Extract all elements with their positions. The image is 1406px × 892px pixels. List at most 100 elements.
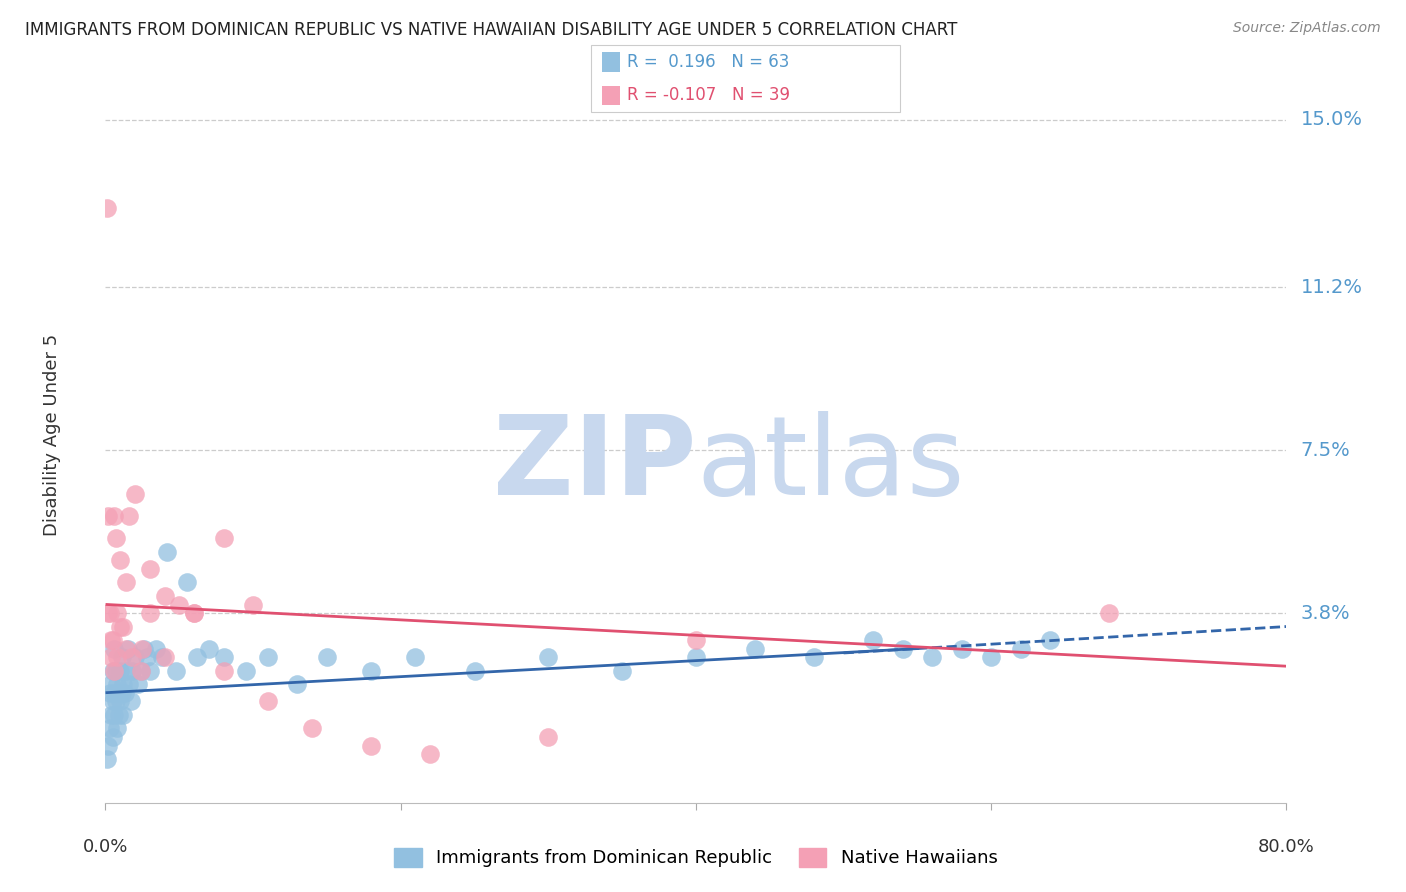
Point xyxy=(117,641,139,656)
Point xyxy=(980,650,1002,665)
Point xyxy=(165,664,187,678)
Point xyxy=(537,650,560,665)
Point xyxy=(610,664,633,678)
Point xyxy=(132,641,155,656)
Point xyxy=(110,619,132,633)
Point xyxy=(110,553,132,567)
Point xyxy=(104,694,127,708)
Point xyxy=(97,607,120,621)
Point xyxy=(685,650,707,665)
Point xyxy=(111,650,134,665)
Point xyxy=(104,664,127,678)
Point xyxy=(150,650,173,665)
Point xyxy=(96,752,118,766)
Point xyxy=(127,677,149,691)
Point xyxy=(464,664,486,678)
Point xyxy=(110,694,132,708)
Point xyxy=(100,707,122,722)
Point xyxy=(118,677,141,691)
Point xyxy=(101,694,124,708)
Text: R = -0.107   N = 39: R = -0.107 N = 39 xyxy=(627,87,790,104)
Point xyxy=(124,650,146,665)
Point xyxy=(96,201,118,215)
Point xyxy=(360,739,382,753)
Point xyxy=(257,694,280,708)
Text: Disability Age Under 5: Disability Age Under 5 xyxy=(44,334,62,536)
Text: 0.0%: 0.0% xyxy=(83,838,128,856)
Point xyxy=(98,721,121,735)
Point xyxy=(124,487,146,501)
Point xyxy=(1010,641,1032,656)
Text: IMMIGRANTS FROM DOMINICAN REPUBLIC VS NATIVE HAWAIIAN DISABILITY AGE UNDER 5 COR: IMMIGRANTS FROM DOMINICAN REPUBLIC VS NA… xyxy=(25,21,957,39)
Point xyxy=(129,664,152,678)
Point xyxy=(98,607,121,621)
Point xyxy=(138,664,162,678)
Point xyxy=(115,664,138,678)
Point xyxy=(1098,607,1121,621)
Point xyxy=(537,730,560,744)
Point xyxy=(287,677,309,691)
Point xyxy=(419,747,441,762)
Text: 7.5%: 7.5% xyxy=(1301,441,1350,459)
Point xyxy=(138,562,162,576)
Point xyxy=(107,707,129,722)
Point xyxy=(107,685,129,699)
Text: 11.2%: 11.2% xyxy=(1301,277,1362,297)
Text: Source: ZipAtlas.com: Source: ZipAtlas.com xyxy=(1233,21,1381,36)
Point xyxy=(103,685,125,699)
Point xyxy=(100,632,122,647)
Point xyxy=(115,641,138,656)
Point xyxy=(120,694,142,708)
Point xyxy=(186,650,208,665)
Point xyxy=(110,664,132,678)
Point xyxy=(744,641,766,656)
Point xyxy=(862,632,884,647)
Point xyxy=(104,532,127,546)
Point xyxy=(101,664,124,678)
Point xyxy=(197,641,219,656)
Point xyxy=(121,664,143,678)
Point xyxy=(103,641,125,656)
Point xyxy=(169,598,191,612)
Point xyxy=(153,589,176,603)
Point xyxy=(153,650,176,665)
Point xyxy=(112,619,135,633)
Point xyxy=(360,664,382,678)
Point xyxy=(105,677,128,691)
Point xyxy=(103,664,125,678)
Point xyxy=(183,607,205,621)
Point xyxy=(112,707,135,722)
Point xyxy=(242,598,264,612)
Point xyxy=(1039,632,1062,647)
Point xyxy=(97,509,120,524)
Point xyxy=(97,739,120,753)
Point xyxy=(685,632,707,647)
Point xyxy=(176,575,198,590)
Text: ZIP: ZIP xyxy=(492,411,696,517)
Text: 80.0%: 80.0% xyxy=(1258,838,1315,856)
Legend: Immigrants from Dominican Republic, Native Hawaiians: Immigrants from Dominican Republic, Nati… xyxy=(387,841,1005,875)
Point xyxy=(100,650,122,665)
Point xyxy=(131,641,153,656)
Point xyxy=(101,730,124,744)
Point xyxy=(129,664,152,678)
Point xyxy=(235,664,257,678)
Point xyxy=(101,632,124,647)
Point xyxy=(156,544,179,558)
Point xyxy=(105,650,128,665)
Point xyxy=(212,650,235,665)
Point xyxy=(257,650,280,665)
Point xyxy=(145,641,167,656)
Point xyxy=(138,607,162,621)
Point xyxy=(112,677,135,691)
Text: R =  0.196   N = 63: R = 0.196 N = 63 xyxy=(627,53,789,71)
Point xyxy=(803,650,825,665)
Point xyxy=(103,707,125,722)
Point xyxy=(212,664,235,678)
Point xyxy=(111,685,134,699)
Point xyxy=(183,607,205,621)
Point xyxy=(115,575,138,590)
Point xyxy=(891,641,914,656)
Point xyxy=(121,650,143,665)
Point xyxy=(315,650,337,665)
